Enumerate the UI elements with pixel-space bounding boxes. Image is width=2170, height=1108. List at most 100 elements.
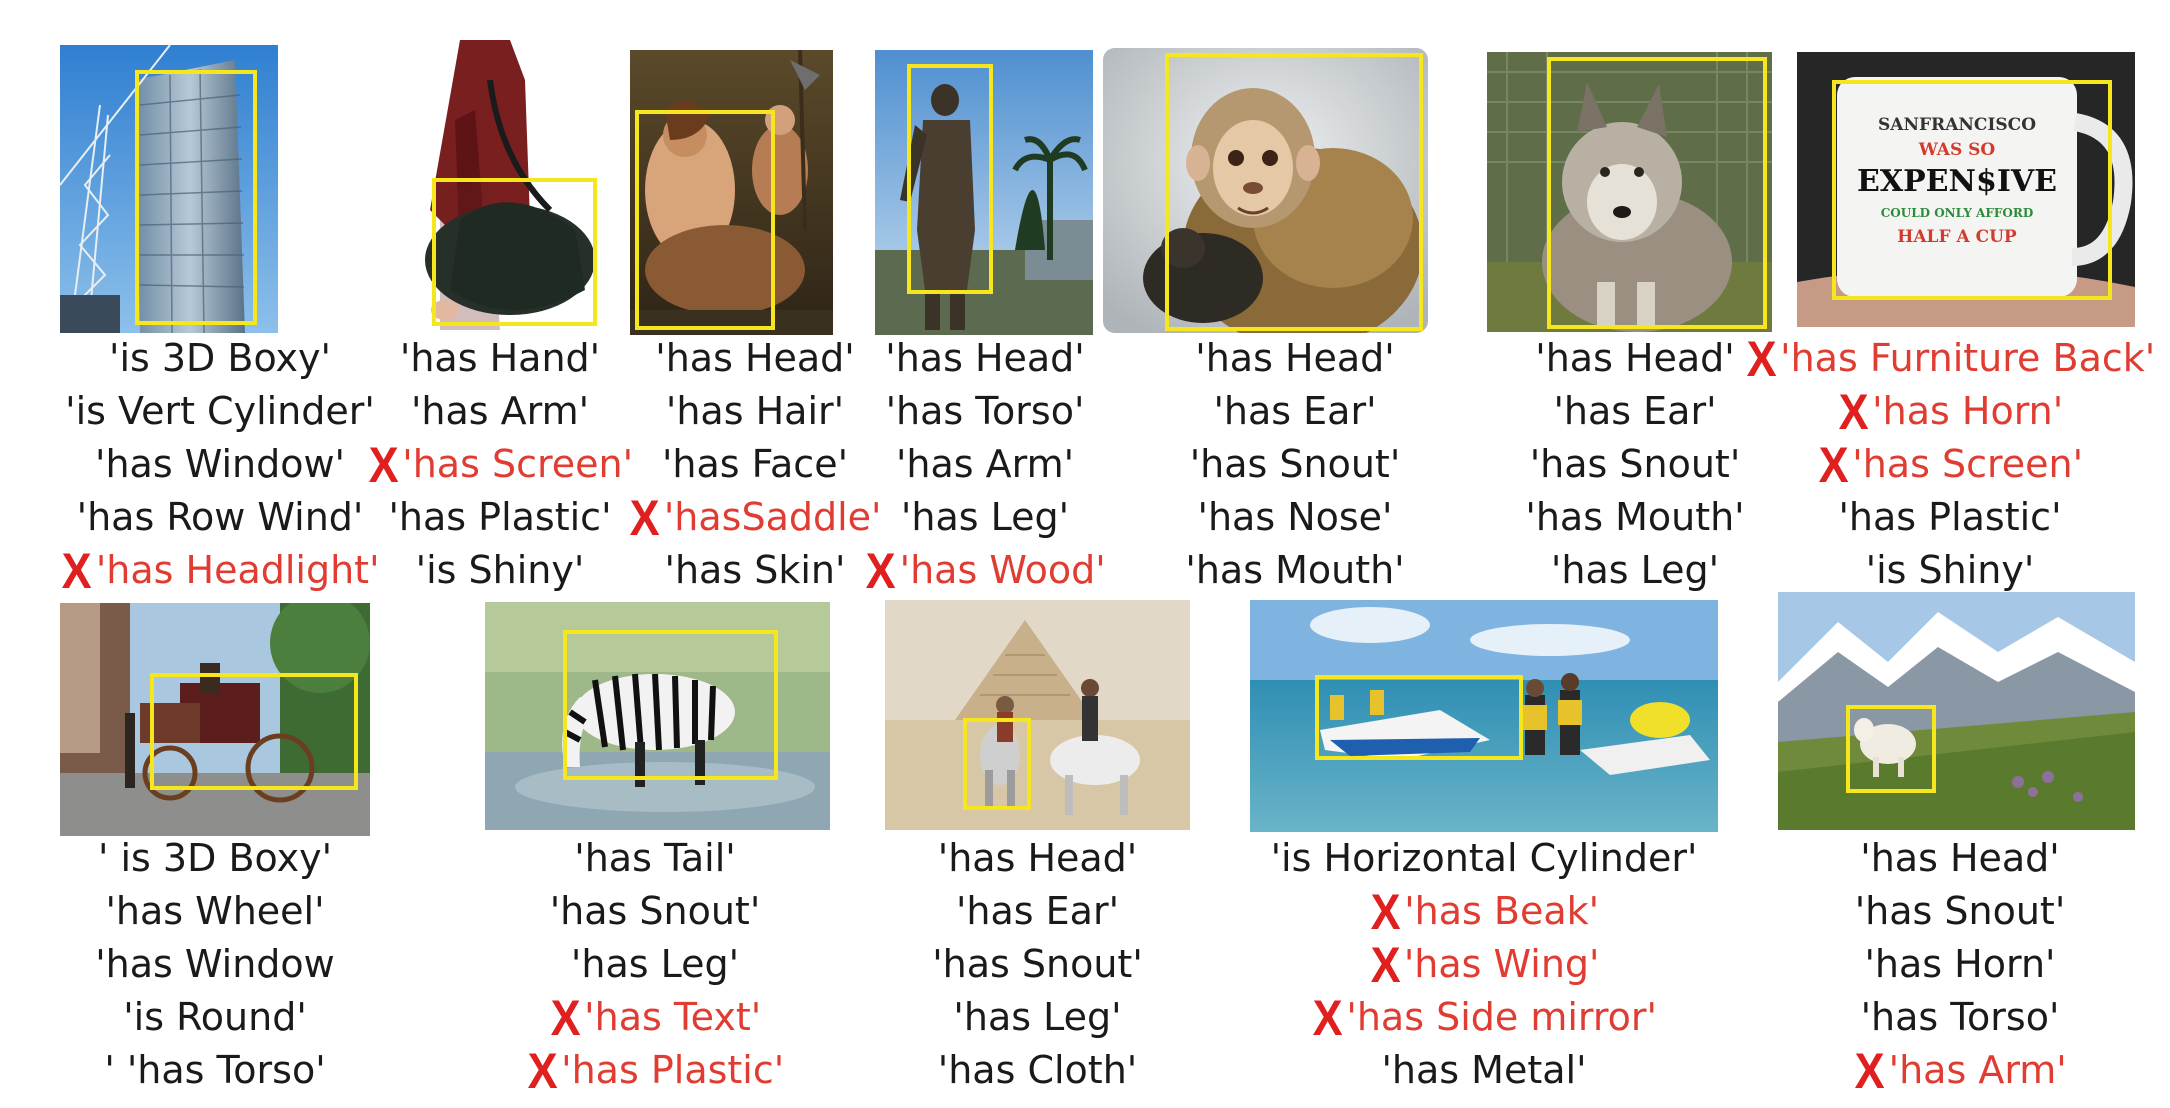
x-mark-icon: X bbox=[865, 542, 896, 599]
photo-bag bbox=[400, 40, 600, 330]
attribute: 'is Vert Cylinder' bbox=[65, 389, 375, 433]
bounding-box bbox=[635, 110, 775, 330]
wrong-attribute: X'has Wing' bbox=[1369, 936, 1599, 993]
mug-line-5: HALF A CUP bbox=[1897, 227, 2017, 247]
bounding-box bbox=[1315, 675, 1523, 760]
attribute: 'has Horn' bbox=[1864, 942, 2056, 986]
attribute: 'has Head' bbox=[1860, 836, 2060, 880]
attribute: 'has Cloth' bbox=[937, 1048, 1138, 1092]
wrong-attribute: X'has Headlight' bbox=[60, 544, 379, 597]
wrong-attribute: X'has Plastic' bbox=[526, 1044, 784, 1097]
attribute: 'has Snout' bbox=[1189, 442, 1401, 486]
bounding-box bbox=[135, 70, 257, 325]
x-mark-icon: X bbox=[527, 1042, 558, 1099]
x-mark-icon: X bbox=[1370, 936, 1401, 993]
attribute: 'is Shiny' bbox=[1865, 548, 2035, 592]
attribute-text: 'has Headlight' bbox=[95, 548, 380, 592]
attribute: 'has Leg' bbox=[900, 495, 1070, 539]
photo-painting bbox=[630, 50, 833, 335]
x-mark-icon: X bbox=[1838, 383, 1869, 440]
attribute: 'has Plastic' bbox=[1838, 495, 2062, 539]
wrong-attribute: X'has Beak' bbox=[1369, 883, 1600, 940]
attribute: 'has Tail' bbox=[574, 836, 736, 880]
bounding-box bbox=[1547, 57, 1767, 329]
attribute-list-jetski: 'is Horizontal Cylinder' X'has Beak' X'h… bbox=[1250, 832, 1718, 1097]
x-mark-icon: X bbox=[62, 542, 93, 599]
attribute: 'has Mouth' bbox=[1525, 495, 1745, 539]
x-mark-icon: X bbox=[368, 436, 399, 493]
attribute-text: 'has Furniture Back' bbox=[1780, 336, 2156, 380]
attribute: 'is Horizontal Cylinder' bbox=[1270, 836, 1698, 880]
attribute: 'has Torso' bbox=[1860, 995, 2060, 1039]
x-mark-icon: X bbox=[1854, 1042, 1885, 1099]
mug-print: SANFRANCISCO WAS SO EXPEN$IVE COULD ONLY… bbox=[1837, 112, 2077, 250]
x-mark-icon: X bbox=[550, 989, 581, 1046]
attribute: 'has Arm' bbox=[895, 442, 1075, 486]
bounding-box bbox=[1165, 53, 1423, 331]
attribute-text: 'has Beak' bbox=[1404, 889, 1600, 933]
attribute-list-wolf: 'has Head' 'has Ear' 'has Snout' 'has Mo… bbox=[1495, 332, 1775, 597]
attribute-list-carriage: ' is 3D Boxy' 'has Wheel' 'has Window 'i… bbox=[60, 832, 370, 1097]
photo-goat bbox=[1778, 592, 2135, 830]
wrong-attribute: X'hasSaddle' bbox=[628, 491, 881, 544]
attribute-list-monkey: 'has Head' 'has Ear' 'has Snout' 'has No… bbox=[1135, 332, 1455, 597]
attribute-text: 'has Screen' bbox=[402, 442, 634, 486]
bounding-box bbox=[1832, 80, 2112, 300]
mug-line-4: COULD ONLY AFFORD bbox=[1880, 206, 2034, 220]
attribute-list-goat: 'has Head' 'has Snout' 'has Horn' 'has T… bbox=[1790, 832, 2130, 1097]
photo-jetski bbox=[1250, 600, 1718, 832]
attribute: 'has Window' bbox=[95, 442, 345, 486]
bounding-box bbox=[150, 673, 358, 790]
photo-building bbox=[60, 45, 278, 333]
photo-monkey bbox=[1103, 48, 1428, 333]
x-mark-icon: X bbox=[630, 489, 661, 546]
attribute: 'has Metal' bbox=[1381, 1048, 1587, 1092]
x-mark-icon: X bbox=[1818, 436, 1849, 493]
attribute-text: 'has Side mirror' bbox=[1346, 995, 1657, 1039]
attribute-text: 'hasSaddle' bbox=[663, 495, 882, 539]
attribute: 'has Head' bbox=[655, 336, 855, 380]
attribute: 'has Leg' bbox=[953, 995, 1122, 1039]
photo-donkey bbox=[885, 600, 1190, 830]
bounding-box bbox=[907, 64, 993, 294]
photo-mug: SANFRANCISCO WAS SO EXPEN$IVE COULD ONLY… bbox=[1797, 52, 2135, 327]
attribute: 'has Hand' bbox=[399, 336, 601, 380]
attribute-list-zebra: 'has Tail' 'has Snout' 'has Leg' X'has T… bbox=[500, 832, 810, 1097]
attribute: 'has Snout' bbox=[1529, 442, 1741, 486]
attribute-text: 'has Plastic' bbox=[561, 1048, 785, 1092]
wrong-attribute: X'has Screen' bbox=[367, 438, 633, 491]
bounding-box bbox=[963, 718, 1031, 810]
attribute: ' is 3D Boxy' bbox=[97, 836, 333, 880]
attribute: 'has Plastic' bbox=[388, 495, 612, 539]
attribute: 'has Head' bbox=[1195, 336, 1395, 380]
attribute: 'has Ear' bbox=[1553, 389, 1717, 433]
attribute: 'has Skin' bbox=[664, 548, 846, 592]
photo-wolf bbox=[1487, 52, 1772, 332]
wrong-attribute: X'has Text' bbox=[549, 991, 761, 1044]
attribute: 'is Shiny' bbox=[415, 548, 585, 592]
attribute-text: 'has Wood' bbox=[899, 548, 1106, 592]
x-mark-icon: X bbox=[1370, 883, 1401, 940]
attribute-list-statue: 'has Head' 'has Torso' 'has Arm' 'has Le… bbox=[840, 332, 1130, 597]
attribute: 'has Wheel' bbox=[105, 889, 325, 933]
attribute: 'has Row Wind' bbox=[76, 495, 364, 539]
attribute: 'has Hair' bbox=[665, 389, 845, 433]
attribute: 'has Head' bbox=[937, 836, 1138, 880]
attribute-text: 'has Text' bbox=[584, 995, 762, 1039]
x-mark-icon: X bbox=[1312, 989, 1343, 1046]
bounding-box bbox=[432, 178, 597, 326]
attribute: 'has Ear' bbox=[1213, 389, 1377, 433]
mug-line-1: SANFRANCISCO bbox=[1877, 115, 2037, 135]
attribute-list-donkey: 'has Head' 'has Ear' 'has Snout' 'has Le… bbox=[885, 832, 1190, 1097]
attribute: 'has Leg' bbox=[570, 942, 740, 986]
attribute: 'is 3D Boxy' bbox=[109, 336, 331, 380]
attribute-text: 'has Screen' bbox=[1852, 442, 2084, 486]
attribute-list-painting: 'has Head' 'has Hair' 'has Face' X'hasSa… bbox=[610, 332, 900, 597]
attribute: 'has Head' bbox=[1535, 336, 1735, 380]
attribute: ' 'has Torso' bbox=[104, 1048, 326, 1092]
attribute: 'has Face' bbox=[661, 442, 849, 486]
attribute: 'has Snout' bbox=[1854, 889, 2066, 933]
attribute-list-mug: X'has Furniture Back' X'has Horn' X'has … bbox=[1740, 332, 2160, 597]
attribute: 'has Arm' bbox=[410, 389, 590, 433]
attribute: 'has Window bbox=[95, 942, 335, 986]
